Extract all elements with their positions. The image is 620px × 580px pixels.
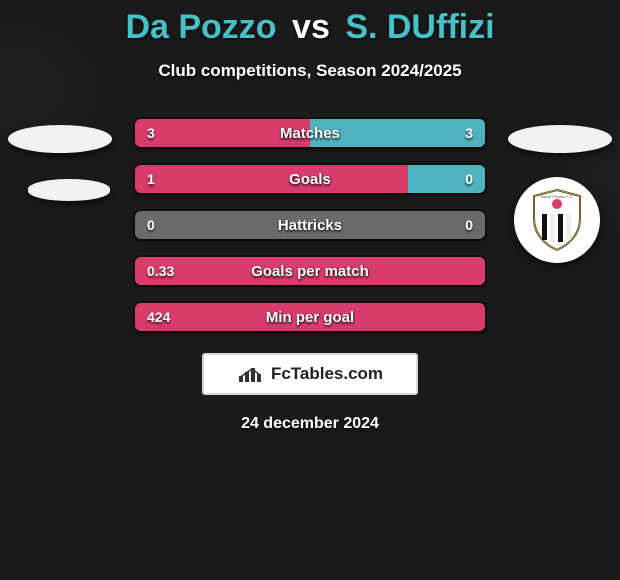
stat-label: Matches	[280, 125, 340, 142]
stat-bar: 0.33 Goals per match	[135, 257, 485, 285]
season-subtitle: Club competitions, Season 2024/2025	[0, 61, 620, 81]
stat-value-left: 424	[147, 309, 170, 325]
stat-value-right: 0	[465, 217, 473, 233]
comparison-title: Da Pozzo vs S. DUffizi	[0, 0, 620, 47]
content-root: Da Pozzo vs S. DUffizi Club competitions…	[0, 0, 620, 433]
player1-avatar-placeholder	[8, 125, 112, 153]
comparison-arena: Ascoli Picchio F.C. 3 Matches 3 1 Goals 0 0 Hat…	[0, 119, 620, 331]
player2-club-badge: Ascoli Picchio F.C.	[514, 177, 600, 263]
stat-label: Hattricks	[278, 217, 342, 234]
bar-fill-right	[408, 165, 485, 193]
stat-bar: 1 Goals 0	[135, 165, 485, 193]
stat-bars: 3 Matches 3 1 Goals 0 0 Hattricks 0 0.33 Goals per…	[135, 119, 485, 331]
stat-bar: 424 Min per goal	[135, 303, 485, 331]
brand-label: FcTables.com	[271, 364, 383, 384]
stat-label: Min per goal	[266, 309, 354, 326]
stat-value-left: 0	[147, 217, 155, 233]
player1-club-placeholder	[28, 179, 110, 201]
player2-avatar-placeholder	[508, 125, 612, 153]
stat-label: Goals per match	[251, 263, 369, 280]
stat-value-left: 1	[147, 171, 155, 187]
svg-text:Ascoli Picchio F.C.: Ascoli Picchio F.C.	[541, 194, 574, 199]
player1-name: Da Pozzo	[125, 8, 276, 46]
brand-box: FcTables.com	[202, 353, 418, 395]
stat-value-right: 0	[465, 171, 473, 187]
stat-value-left: 0.33	[147, 263, 174, 279]
player2-name: S. DUffizi	[345, 8, 494, 46]
stat-value-right: 3	[465, 125, 473, 141]
brand-chart-icon	[237, 364, 265, 384]
stat-value-left: 3	[147, 125, 155, 141]
stat-bar: 0 Hattricks 0	[135, 211, 485, 239]
stat-label: Goals	[289, 171, 331, 188]
bar-fill-left	[135, 165, 408, 193]
stat-bar: 3 Matches 3	[135, 119, 485, 147]
vs-label: vs	[292, 8, 330, 46]
club-shield-icon: Ascoli Picchio F.C.	[530, 188, 584, 252]
snapshot-date: 24 december 2024	[0, 415, 620, 433]
